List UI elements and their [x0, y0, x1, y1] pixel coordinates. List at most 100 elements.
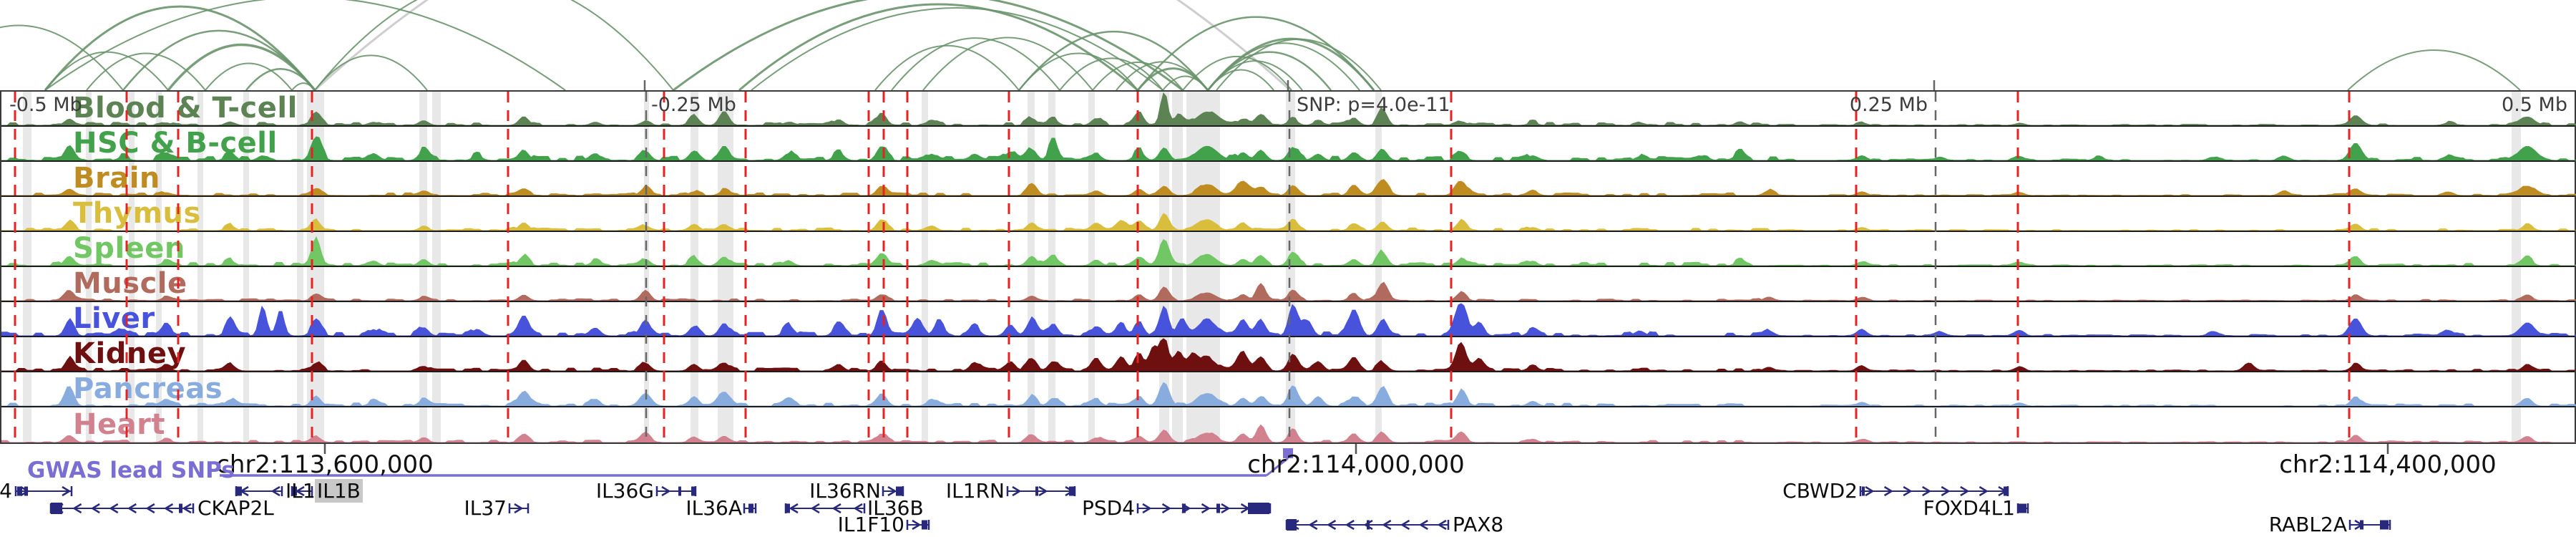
track-label: Spleen	[73, 231, 185, 265]
gene-label-IL36RN[interactable]: IL36RN	[809, 479, 881, 503]
signal-plot	[1, 303, 2576, 336]
highlight-band	[197, 92, 203, 442]
highlight-band	[1048, 92, 1055, 442]
gene-label-4[interactable]: 4	[0, 479, 12, 503]
track-row-hsc-b-cell[interactable]: HSC & B-cell	[1, 126, 2576, 162]
scale-label-plus-025mb: 0.25 Mb	[1849, 94, 1928, 116]
interaction-arc	[1162, 75, 1209, 91]
gene-glyph-IL36RN[interactable]	[882, 485, 904, 497]
scale-label-minus-05mb: -0.5 Mb	[9, 94, 82, 116]
gene-glyph-IL1RN[interactable]	[1006, 485, 1076, 497]
gene-glyph-PSD4[interactable]	[1136, 503, 1272, 514]
interaction-arc	[922, 37, 1093, 91]
interaction-arc	[245, 67, 316, 91]
interaction-arc	[2347, 49, 2521, 91]
interaction-arcs-panel	[0, 0, 2521, 91]
track-label: Muscle	[73, 266, 187, 300]
interaction-arc	[44, 5, 316, 91]
annotation-panel	[14, 444, 2391, 531]
gene-label-IL1B[interactable]: IL1B	[315, 479, 363, 503]
gene-label-PAX8[interactable]: PAX8	[1453, 513, 1504, 536]
signal-plot	[1, 92, 2576, 125]
signal-plot	[1, 179, 2576, 195]
gene-label-RABL2A[interactable]: RABL2A	[2268, 513, 2347, 536]
highlight-band	[922, 92, 928, 442]
highlight-band	[691, 92, 698, 442]
highlight-band	[1088, 92, 1095, 442]
coordinate-label-114400000: chr2:114,400,000	[2279, 450, 2497, 479]
gene-label-IL1F10[interactable]: IL1F10	[837, 513, 904, 536]
gene-label-CKAP2L[interactable]: CKAP2L	[197, 496, 274, 520]
highlight-band	[2512, 92, 2521, 442]
track-label: HSC & B-cell	[73, 126, 278, 160]
track-row-heart[interactable]: Heart	[1, 407, 2576, 442]
interaction-arc	[1206, 37, 1375, 91]
scale-label-minus-025mb: -0.25 Mb	[651, 94, 736, 116]
interaction-arc	[1018, 30, 1209, 91]
highlight-band	[129, 92, 135, 442]
gene-glyph-FOXD4L1[interactable]	[2016, 503, 2029, 513]
highlight-band	[432, 92, 441, 442]
track-row-blood-t-cell[interactable]: Blood & T-cell	[1, 91, 2576, 127]
gene-glyph-4[interactable]	[14, 485, 73, 497]
gene-glyph-IL36G[interactable]	[655, 485, 697, 497]
gene-glyph-IL36A[interactable]	[743, 503, 757, 513]
interaction-arc	[314, 54, 428, 91]
gene-label-CBWD2[interactable]: CBWD2	[1782, 479, 1858, 503]
interaction-arc	[738, 3, 1138, 91]
gene-glyph-IL1B[interactable]	[291, 485, 313, 497]
gene-glyph-RABL2A[interactable]	[2348, 519, 2391, 531]
interaction-arc	[1092, 61, 1184, 91]
gene-glyph-PAX8[interactable]	[1285, 519, 1450, 531]
gene-label-IL37[interactable]: IL37	[464, 496, 507, 520]
track-label: Blood & T-cell	[73, 91, 298, 125]
gene-label-FOXD4L1[interactable]: FOXD4L1	[1923, 496, 2015, 520]
highlight-band	[23, 92, 31, 442]
gene-label-IL36B[interactable]: IL36B	[867, 496, 924, 520]
gene-label-PSD4[interactable]: PSD4	[1081, 496, 1135, 520]
interaction-arc	[44, 0, 566, 91]
track-row-spleen[interactable]: Spleen	[1, 231, 2576, 267]
track-row-pancreas[interactable]: Pancreas	[1, 372, 2576, 407]
gwas-snp-connector	[1266, 457, 1289, 477]
interaction-arc	[167, 43, 316, 91]
track-rows: Blood & T-cell HSC & B-cell Brain Thymus Spl…	[1, 91, 2576, 442]
signal-plot	[1, 338, 2576, 371]
gene-label-IL36G[interactable]: IL36G	[595, 479, 654, 503]
signal-track-panel: Blood & T-cell HSC & B-cell Brain Thymus Spl…	[0, 90, 2576, 444]
gene-glyph-IL1A[interactable]	[235, 485, 283, 497]
track-label: Thymus	[73, 196, 201, 230]
track-row-liver[interactable]: Liver	[1, 302, 2576, 337]
interaction-arc	[1137, 16, 1375, 91]
track-row-muscle[interactable]: Muscle	[1, 266, 2576, 302]
interaction-arc	[874, 44, 1020, 91]
gene-glyph-IL37[interactable]	[508, 503, 530, 514]
gene-label-IL1RN[interactable]: IL1RN	[945, 479, 1005, 503]
interaction-arc	[751, 7, 1163, 91]
snp-pvalue-label: SNP: p=4.0e-11	[1297, 94, 1450, 116]
track-label: Brain	[73, 161, 160, 195]
highlight-band	[86, 92, 92, 442]
track-label: Kidney	[73, 337, 187, 370]
highlight-band	[1028, 92, 1035, 442]
track-row-kidney[interactable]: Kidney	[1, 337, 2576, 372]
gene-label-IL36A[interactable]: IL36A	[686, 496, 742, 520]
track-row-brain[interactable]: Brain	[1, 161, 2576, 197]
track-row-thymus[interactable]: Thymus	[1, 196, 2576, 232]
highlight-band	[297, 92, 303, 442]
interaction-arc	[1182, 56, 1292, 91]
interaction-arc	[891, 37, 1060, 91]
gene-glyph-CKAP2L[interactable]	[49, 503, 195, 514]
signal-plot	[1, 213, 2576, 231]
signal-plot	[1, 424, 2576, 442]
signal-plot	[1, 382, 2576, 406]
highlight-band	[718, 92, 733, 442]
gene-glyph-IL1F10[interactable]	[906, 519, 930, 531]
highlight-band	[419, 92, 427, 442]
track-label: Pancreas	[73, 372, 223, 405]
gwas-snp-marker[interactable]	[1283, 448, 1293, 458]
highlight-band	[156, 92, 162, 442]
gene-glyph-CBWD2[interactable]	[1859, 485, 2009, 497]
gene-glyph-IL36B[interactable]	[784, 503, 866, 514]
